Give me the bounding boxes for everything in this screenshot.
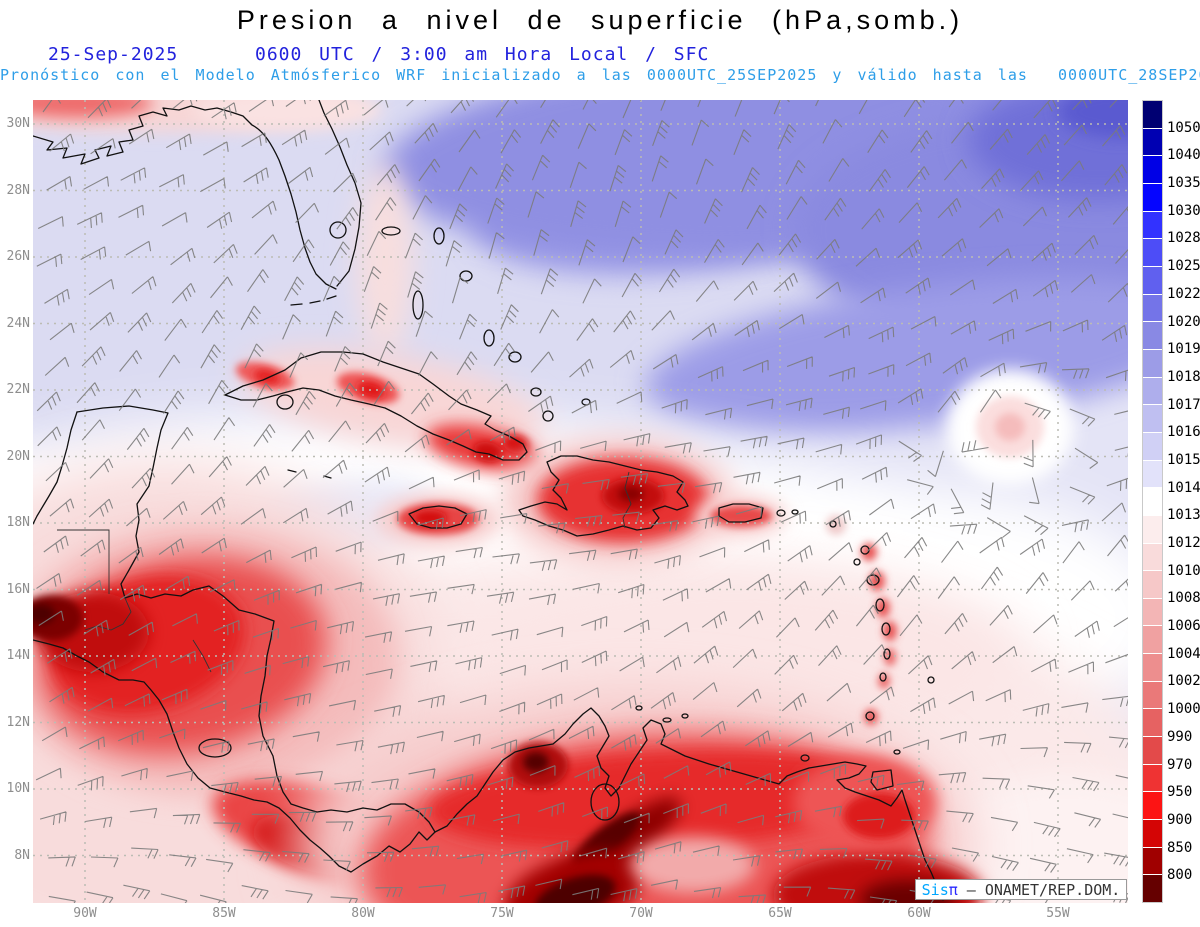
pressure-field-map — [33, 100, 1128, 903]
lat-label-16N: 16N — [6, 581, 30, 597]
colorbar-cell-4 — [1143, 210, 1162, 239]
colorbar-cell-27 — [1143, 846, 1162, 875]
colorbar-cell-5 — [1143, 238, 1162, 266]
attribution-box: Sisπ – ONAMET/REP.DOM. — [915, 879, 1127, 900]
colorbar-label-1006: 1006 — [1167, 618, 1200, 635]
colorbar-label-1016: 1016 — [1167, 424, 1200, 441]
pressure-map — [33, 100, 1128, 903]
lat-label-8N: 8N — [14, 847, 30, 863]
colorbar-label-1004: 1004 — [1167, 645, 1200, 662]
colorbar-label-1002: 1002 — [1167, 673, 1200, 690]
lat-label-22N: 22N — [6, 382, 30, 397]
forecast-time: 0600 UTC / 3:00 am Hora Local / SFC — [255, 44, 710, 65]
lat-label-18N: 18N — [6, 515, 30, 530]
lon-label-55W: 55W — [1046, 906, 1070, 921]
colorbar-cell-0 — [1143, 101, 1162, 128]
colorbar-label-1040: 1040 — [1167, 147, 1200, 164]
lon-label-60W: 60W — [907, 906, 931, 921]
colorbar-cell-16 — [1143, 542, 1162, 571]
wind-barbs — [35, 100, 1128, 903]
colorbar-cell-25 — [1143, 791, 1162, 820]
colorbar-label-1030: 1030 — [1167, 202, 1200, 219]
forecast-date: 25-Sep-2025 — [48, 44, 179, 65]
colorbar-label-1028: 1028 — [1167, 230, 1200, 247]
colorbar-cell-17 — [1143, 570, 1162, 598]
colorbar-cell-12 — [1143, 431, 1162, 460]
colorbar-label-900: 900 — [1167, 811, 1193, 828]
lat-label-28N: 28N — [6, 182, 30, 198]
colorbar-cell-26 — [1143, 819, 1162, 847]
colorbar-label-1000: 1000 — [1167, 701, 1200, 718]
colorbar-label-1008: 1008 — [1167, 590, 1200, 607]
colorbar-cell-22 — [1143, 708, 1162, 737]
colorbar-label-970: 970 — [1167, 756, 1193, 773]
model-init-line: Pronóstico con el Modelo Atmósferico WRF… — [0, 66, 1200, 84]
colorbar-label-1013: 1013 — [1167, 507, 1200, 524]
colorbar-cell-3 — [1143, 182, 1162, 211]
colorbar-cell-7 — [1143, 293, 1162, 322]
lat-label-26N: 26N — [6, 249, 30, 264]
lon-label-65W: 65W — [768, 906, 792, 921]
lon-label-85W: 85W — [212, 906, 236, 921]
attribution-pi-icon: π — [948, 881, 958, 899]
colorbar-label-1050: 1050 — [1167, 119, 1200, 136]
colorbar-label-1014: 1014 — [1167, 479, 1200, 496]
lat-label-12N: 12N — [6, 714, 30, 730]
lon-label-75W: 75W — [490, 906, 514, 921]
attribution-sis: Sis — [921, 881, 949, 899]
colorbar-cell-20 — [1143, 653, 1162, 681]
colorbar-cell-23 — [1143, 736, 1162, 764]
attribution-text: – ONAMET/REP.DOM. — [957, 881, 1121, 899]
colorbar-cell-14 — [1143, 487, 1162, 515]
lat-label-20N: 20N — [6, 448, 30, 464]
pressure-colorbar — [1142, 100, 1163, 903]
colorbar-label-1025: 1025 — [1167, 258, 1200, 275]
colorbar-label-1035: 1035 — [1167, 175, 1200, 192]
colorbar-label-1019: 1019 — [1167, 341, 1200, 358]
colorbar-cell-10 — [1143, 376, 1162, 405]
colorbar-cell-6 — [1143, 265, 1162, 294]
colorbar-label-1020: 1020 — [1167, 313, 1200, 330]
colorbar-cell-13 — [1143, 459, 1162, 488]
colorbar-label-950: 950 — [1167, 784, 1193, 801]
colorbar-cell-1 — [1143, 127, 1162, 156]
colorbar-label-990: 990 — [1167, 728, 1193, 745]
lat-label-24N: 24N — [6, 315, 30, 331]
colorbar-label-1015: 1015 — [1167, 451, 1200, 468]
lat-label-30N: 30N — [6, 116, 30, 131]
colorbar-label-1017: 1017 — [1167, 396, 1200, 413]
colorbar-cell-8 — [1143, 321, 1162, 349]
colorbar-label-1012: 1012 — [1167, 535, 1200, 552]
colorbar-cell-24 — [1143, 763, 1162, 792]
lon-label-90W: 90W — [73, 906, 97, 921]
colorbar-cell-19 — [1143, 625, 1162, 654]
colorbar-label-850: 850 — [1167, 839, 1193, 856]
lon-label-70W: 70W — [629, 906, 653, 921]
colorbar-cell-28 — [1143, 874, 1162, 903]
colorbar-label-1010: 1010 — [1167, 562, 1200, 579]
colorbar-cell-11 — [1143, 404, 1162, 432]
colorbar-label-1022: 1022 — [1167, 285, 1200, 302]
lat-label-10N: 10N — [6, 781, 30, 796]
page-title: Presion a nivel de superficie (hPa,somb.… — [236, 5, 964, 35]
lat-label-14N: 14N — [6, 648, 30, 663]
colorbar-cell-18 — [1143, 597, 1162, 626]
colorbar-cell-21 — [1143, 680, 1162, 709]
colorbar-label-800: 800 — [1167, 867, 1193, 884]
colorbar-cell-15 — [1143, 514, 1162, 543]
colorbar-cell-2 — [1143, 155, 1162, 183]
colorbar-label-1018: 1018 — [1167, 368, 1200, 385]
lon-label-80W: 80W — [351, 906, 375, 921]
colorbar-cell-9 — [1143, 348, 1162, 377]
